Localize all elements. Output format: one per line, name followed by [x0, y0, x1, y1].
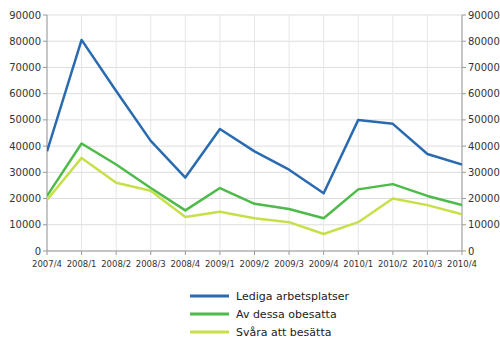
- grid-line-x: [116, 15, 117, 251]
- series-line: [47, 40, 462, 193]
- y2-tick-label: 40000: [468, 141, 500, 152]
- x-tick: [392, 251, 393, 255]
- grid-line-x: [219, 15, 220, 251]
- y-tick: [43, 251, 47, 252]
- y-tick-label: 0: [35, 246, 41, 257]
- grid-line-x: [150, 15, 151, 251]
- x-tick-label: 2009/4: [309, 259, 339, 269]
- y-tick-label: 80000: [9, 36, 41, 47]
- y2-tick-label: 80000: [468, 36, 500, 47]
- y2-tick: [462, 119, 466, 120]
- y2-axis: [462, 15, 463, 251]
- y-tick-label: 60000: [9, 88, 41, 99]
- grid-line-x: [254, 15, 255, 251]
- grid-line-x: [427, 15, 428, 251]
- chart: 0 10000 20000 30000 40000 50000 60000 70000 8000…: [0, 0, 500, 350]
- x-tick: [185, 251, 186, 255]
- y2-tick: [462, 224, 466, 225]
- grid-line-x: [323, 15, 324, 251]
- y2-tick: [462, 198, 466, 199]
- legend: Lediga arbetsplatser Av dessa obesatta Svå…: [190, 290, 350, 339]
- grid-line-x: [358, 15, 359, 251]
- x-tick-label: 2008/3: [136, 259, 166, 269]
- legend-label: Svåra att besätta: [236, 326, 331, 339]
- y-tick-label: 20000: [9, 193, 41, 204]
- x-tick-label: 2010/2: [378, 259, 408, 269]
- x-tick-label: 2009/3: [274, 259, 304, 269]
- x-tick: [219, 251, 220, 255]
- y-tick-label: 50000: [9, 114, 41, 125]
- y-tick: [43, 146, 47, 147]
- legend-swatch: [190, 331, 229, 334]
- y2-tick-label: 60000: [468, 88, 500, 99]
- x-tick-label: 2007/4: [32, 259, 62, 269]
- y-tick: [43, 15, 47, 16]
- y-tick-label: 30000: [9, 167, 41, 178]
- y2-tick-label: 30000: [468, 167, 500, 178]
- x-tick: [254, 251, 255, 255]
- grid-line-x: [462, 15, 463, 251]
- x-tick: [47, 251, 48, 255]
- y-tick: [43, 93, 47, 94]
- x-tick: [427, 251, 428, 255]
- x-tick: [323, 251, 324, 255]
- y2-tick: [462, 251, 466, 252]
- y2-tick-label: 20000: [468, 193, 500, 204]
- y2-tick-label: 90000: [468, 10, 500, 21]
- y2-tick-label: 50000: [468, 114, 500, 125]
- y2-tick-label: 0: [468, 246, 474, 257]
- series-lines: [47, 40, 462, 234]
- y2-tick: [462, 93, 466, 94]
- y-tick: [43, 41, 47, 42]
- grid-line-x: [392, 15, 393, 251]
- x-tick-label: 2009/2: [240, 259, 270, 269]
- legend-swatch: [190, 295, 229, 298]
- y-tick-label: 70000: [9, 62, 41, 73]
- y-tick-label: 10000: [9, 219, 41, 230]
- y2-tick: [462, 67, 466, 68]
- y2-tick-label: 70000: [468, 62, 500, 73]
- x-tick-label: 2008/2: [101, 259, 131, 269]
- y2-tick: [462, 41, 466, 42]
- x-tick-label: 2010/3: [412, 259, 442, 269]
- y2-tick: [462, 172, 466, 173]
- y2-tick-label: 10000: [468, 219, 500, 230]
- grid-line-x: [47, 15, 48, 251]
- series-line: [47, 143, 462, 218]
- x-tick: [116, 251, 117, 255]
- y-axis: [47, 15, 48, 251]
- y-tick: [43, 198, 47, 199]
- legend-label: Lediga arbetsplatser: [236, 290, 350, 303]
- x-tick-label: 2008/1: [67, 259, 97, 269]
- y-tick-label: 40000: [9, 141, 41, 152]
- x-tick: [358, 251, 359, 255]
- x-tick: [462, 251, 463, 255]
- legend-swatch: [190, 313, 229, 316]
- legend-label: Av dessa obesatta: [236, 308, 337, 321]
- y2-tick: [462, 146, 466, 147]
- x-tick: [289, 251, 290, 255]
- y-tick-label: 90000: [9, 10, 41, 21]
- y-tick: [43, 67, 47, 68]
- x-tick-label: 2010/4: [447, 259, 477, 269]
- x-tick: [150, 251, 151, 255]
- x-tick: [81, 251, 82, 255]
- x-tick-label: 2009/1: [205, 259, 235, 269]
- y-tick: [43, 172, 47, 173]
- x-tick-label: 2008/4: [170, 259, 200, 269]
- x-tick-label: 2010/1: [343, 259, 373, 269]
- grid-line-x: [289, 15, 290, 251]
- grid: [47, 15, 462, 251]
- y2-tick: [462, 15, 466, 16]
- grid-line-x: [81, 15, 82, 251]
- series-line: [47, 158, 462, 234]
- y-tick: [43, 224, 47, 225]
- y-tick: [43, 119, 47, 120]
